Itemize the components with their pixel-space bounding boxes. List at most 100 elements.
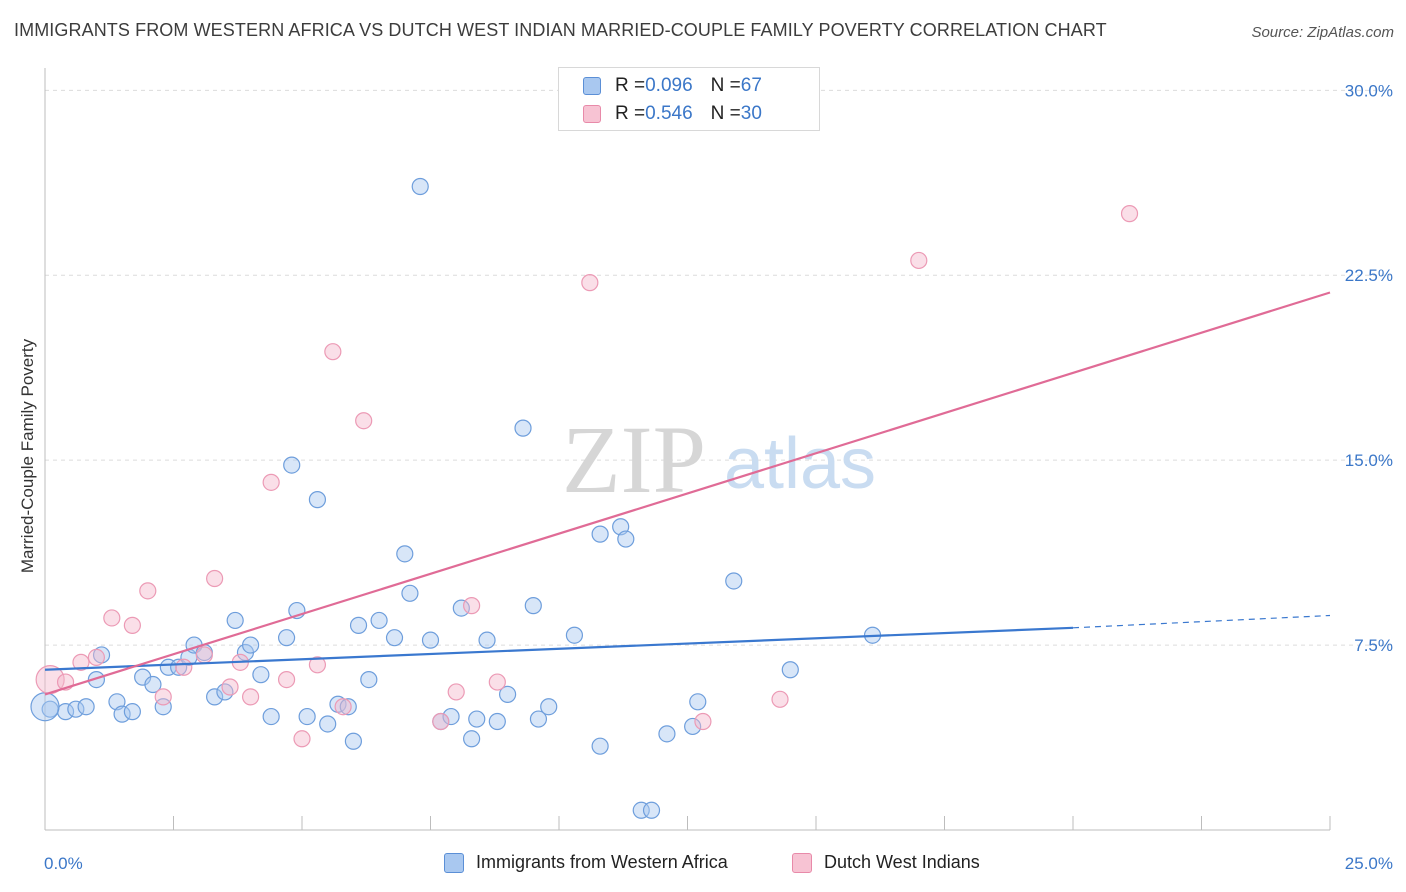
legend-r-label: R = [615, 103, 646, 124]
x-tick-label: 0.0% [44, 854, 83, 873]
dutch-west-indian-point [771, 690, 789, 708]
western-africa-point [206, 688, 224, 706]
western-africa-point [262, 707, 280, 726]
western-africa-point [488, 712, 506, 731]
western-africa-point [67, 700, 85, 718]
western-africa-point [360, 670, 378, 689]
western-africa-point [385, 629, 404, 647]
legend-row-dutch-west-indians: R = 0.546 N = 30 [583, 102, 762, 126]
western-africa-point [344, 732, 362, 750]
western-africa-point [349, 616, 368, 634]
western-africa-point [339, 698, 357, 716]
correlation-legend: R = 0.096 N = 67 R = 0.546 N = 30 [558, 67, 820, 131]
western-africa-point [524, 597, 542, 615]
dutch-west-indian-point [1120, 205, 1139, 223]
western-africa-point [689, 693, 707, 711]
western-africa-point [529, 710, 548, 728]
dutch-west-indian-point [262, 473, 280, 491]
western-africa-point [401, 584, 419, 602]
bottom-legend-western-africa: Immigrants from Western Africa [444, 852, 728, 873]
western-africa-point [642, 801, 661, 819]
y-tick-label: 30.0% [1345, 81, 1393, 100]
western-africa-point [30, 692, 60, 722]
dutch-west-indian-point [123, 616, 141, 634]
western-africa-point [725, 572, 743, 590]
legend-n-label: N = [710, 75, 741, 96]
dutch-west-indian-point [277, 670, 296, 689]
western-africa-point [113, 705, 131, 723]
western-africa-point [591, 737, 609, 755]
western-africa-point [308, 491, 327, 509]
western-africa-point [781, 661, 799, 679]
dutch-west-indian-point [334, 698, 352, 716]
dutch-west-indian-point [206, 569, 224, 588]
western-africa-point [478, 631, 496, 649]
watermark-zip: ZIP [562, 406, 706, 513]
western-africa-point [298, 707, 316, 726]
dutch-west-indian-point [694, 712, 712, 731]
bottom-legend-swatch-blue [444, 852, 464, 873]
western-africa-point [442, 707, 460, 726]
dutch-west-indian-point [463, 597, 481, 615]
western-africa-point [123, 703, 141, 721]
western-africa-point [277, 629, 296, 647]
legend-swatch-blue [583, 77, 601, 95]
legend-n-value: 30 [740, 103, 762, 124]
legend-r-label: R = [615, 75, 646, 96]
bottom-legend-dutch-west-indians: Dutch West Indians [792, 852, 980, 873]
western-africa-point [87, 670, 106, 689]
western-africa-point [591, 525, 609, 543]
western-africa-point [463, 730, 481, 748]
dutch-west-indian-point [139, 582, 157, 600]
bottom-legend-label: Immigrants from Western Africa [476, 852, 728, 872]
western-africa-point [499, 685, 517, 703]
source-label: Source: ZipAtlas.com [1251, 24, 1394, 41]
y-tick-label: 7.5% [1354, 636, 1393, 655]
western-africa-point [154, 698, 172, 716]
western-africa-point [252, 666, 270, 684]
western-africa-point [216, 683, 234, 701]
western-africa-point [396, 545, 414, 563]
western-africa-point [468, 710, 486, 728]
legend-n-label: N = [710, 103, 741, 124]
dutch-west-indian-point [87, 648, 106, 667]
dutch-west-indian-point [355, 412, 373, 430]
dutch-west-indian-point [293, 730, 311, 748]
western-africa-point [565, 626, 584, 644]
dutch-west-indian-trend-line [44, 291, 1331, 696]
western-africa-point [658, 725, 676, 743]
dutch-west-indian-point [910, 251, 928, 270]
x-tick-label: 25.0% [1345, 854, 1393, 873]
legend-n-value: 67 [740, 75, 762, 96]
western-africa-point [540, 698, 558, 716]
dutch-west-indian-point [432, 712, 450, 731]
dutch-west-indian-point [72, 653, 90, 671]
western-africa-point [617, 530, 635, 548]
dutch-west-indian-point [221, 678, 239, 696]
dutch-west-indian-point [195, 646, 213, 664]
western-africa-point [514, 419, 532, 437]
western-africa-trend-extension [1072, 614, 1331, 629]
western-africa-point [319, 715, 337, 733]
legend-r-value: 0.096 [645, 75, 693, 96]
western-africa-point [452, 599, 470, 617]
bottom-legend-swatch-pink [792, 852, 812, 873]
western-africa-point [684, 717, 702, 736]
y-tick-label: 15.0% [1345, 451, 1393, 470]
legend-swatch-pink [583, 105, 601, 123]
dutch-west-indian-point [175, 658, 193, 676]
western-africa-point [370, 611, 388, 630]
watermark-atlas: atlas [724, 424, 876, 504]
dutch-west-indian-point [154, 688, 172, 706]
dutch-west-indian-point [242, 688, 260, 706]
dutch-west-indian-point [447, 683, 465, 701]
western-africa-point [411, 177, 429, 196]
western-africa-point [144, 675, 162, 694]
western-africa-point [421, 631, 440, 649]
western-africa-point [226, 611, 244, 630]
legend-row-western-africa: R = 0.096 N = 67 [583, 74, 762, 98]
dutch-west-indian-point [308, 656, 327, 674]
western-africa-point [283, 456, 301, 474]
legend-r-value: 0.546 [645, 103, 693, 124]
